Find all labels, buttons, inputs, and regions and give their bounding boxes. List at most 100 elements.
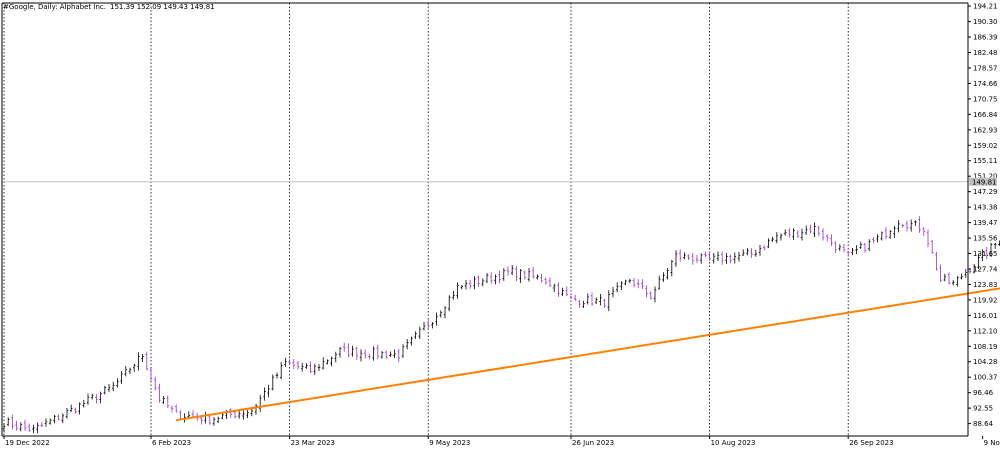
candle	[872, 236, 875, 244]
candle	[69, 404, 73, 413]
candle	[809, 225, 812, 234]
candle	[540, 273, 543, 283]
candle	[884, 227, 888, 240]
candle	[704, 251, 707, 258]
candle	[876, 234, 879, 243]
candle	[426, 319, 430, 330]
y-tick-label: 100.37	[973, 374, 998, 382]
candle	[145, 351, 149, 371]
candle	[846, 250, 850, 257]
candle	[578, 299, 581, 308]
candle	[200, 416, 203, 425]
candle	[229, 408, 233, 418]
x-tick-label: 26 Sep 2023	[849, 439, 893, 447]
candle	[909, 219, 913, 232]
candle	[897, 220, 900, 233]
candle	[116, 378, 119, 388]
candle	[557, 282, 560, 297]
y-tick-label: 194.21	[973, 3, 998, 11]
y-tick-label: 92.55	[973, 405, 993, 413]
y-tick-label: 186.39	[973, 34, 998, 42]
y-axis-ticks: 194.21 190.30 186.39 182.48 178.57 174.66 170.…	[968, 3, 998, 428]
candle	[384, 350, 388, 359]
candle	[620, 281, 623, 291]
candle	[788, 228, 791, 238]
candle	[586, 293, 590, 305]
candle	[729, 254, 732, 264]
candle	[27, 423, 31, 432]
candle	[930, 239, 934, 254]
candle	[951, 280, 955, 286]
candle	[800, 228, 804, 241]
candle	[918, 216, 921, 233]
candle	[594, 297, 598, 305]
candle	[103, 385, 107, 395]
candle	[603, 298, 606, 308]
candle	[888, 230, 892, 239]
candle	[590, 292, 594, 306]
candle	[502, 268, 506, 281]
candle	[212, 416, 216, 426]
candle	[107, 383, 111, 393]
candle	[330, 356, 333, 367]
candle	[464, 279, 468, 290]
candle	[284, 357, 287, 367]
candle	[695, 254, 699, 263]
candle	[326, 359, 329, 365]
y-tick-label: 178.57	[973, 64, 998, 72]
candle	[851, 247, 854, 256]
trendline	[176, 287, 1000, 422]
y-tick-label: 88.64	[973, 420, 994, 428]
current-price-label-bg	[969, 177, 997, 186]
candle	[783, 229, 787, 236]
x-tick-label: 26 Jun 2023	[572, 439, 614, 447]
candle	[607, 290, 611, 312]
candle	[842, 243, 846, 253]
y-tick-label: 116.01	[973, 312, 998, 320]
candle	[78, 402, 81, 415]
candle	[964, 269, 968, 278]
y-tick-label: 104.28	[973, 358, 998, 366]
candle	[611, 287, 615, 298]
candle	[855, 245, 858, 255]
candle	[19, 422, 23, 432]
candle	[418, 326, 422, 339]
candle	[321, 357, 325, 370]
candle	[435, 312, 438, 326]
candle	[960, 273, 963, 280]
candle	[880, 231, 884, 241]
candle	[485, 272, 489, 284]
candle	[414, 331, 417, 339]
candle	[678, 249, 682, 262]
candle	[683, 252, 686, 260]
y-tick-label: 155.11	[973, 157, 998, 165]
candle	[124, 365, 128, 377]
candle	[443, 306, 447, 319]
candle	[120, 371, 123, 384]
candle	[519, 269, 522, 283]
candle	[947, 272, 951, 285]
candle	[149, 368, 153, 382]
candle	[746, 248, 749, 256]
x-tick-label: 9 Nov 2023	[984, 439, 1000, 447]
candle	[561, 287, 564, 297]
candle	[456, 282, 459, 299]
candle	[657, 275, 661, 290]
candle	[758, 244, 762, 256]
candle	[2, 423, 6, 433]
candle	[401, 344, 405, 358]
candle	[552, 283, 556, 293]
candle	[544, 277, 548, 285]
candle	[279, 361, 283, 380]
candle	[569, 295, 573, 299]
candle	[775, 232, 779, 244]
candle	[90, 393, 94, 400]
candle	[649, 291, 653, 300]
candle	[582, 300, 585, 308]
candle	[565, 286, 569, 297]
candle	[494, 274, 497, 285]
candle	[237, 409, 241, 419]
candle	[271, 374, 275, 391]
candle	[258, 394, 262, 412]
candle	[750, 248, 753, 258]
